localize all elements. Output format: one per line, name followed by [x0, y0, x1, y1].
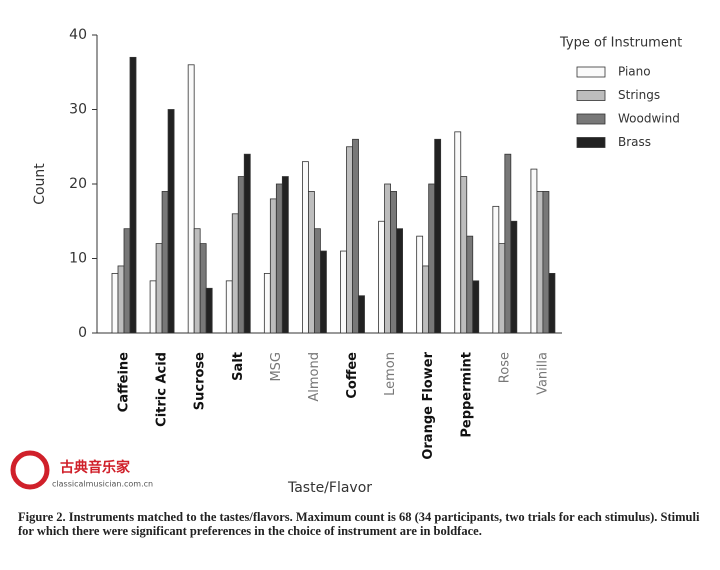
bar	[161, 191, 169, 334]
bar	[237, 176, 245, 334]
bar	[492, 205, 500, 334]
bar	[378, 220, 385, 334]
bar	[340, 250, 347, 334]
caption: Figure 2. Instruments matched to the tas…	[18, 510, 700, 538]
bar	[111, 272, 119, 334]
bar	[155, 243, 163, 334]
bar	[123, 228, 131, 334]
bar	[466, 235, 474, 334]
bar	[263, 272, 271, 334]
bar	[281, 176, 289, 334]
chart: Count Taste/Flavor Type of Instrument 古典…	[10, 27, 682, 496]
bar	[308, 191, 315, 334]
bar	[422, 265, 430, 334]
bar	[434, 138, 442, 334]
y-axis-label: Count	[32, 163, 48, 205]
bar	[302, 161, 309, 334]
bar	[225, 280, 233, 334]
legend-swatch	[576, 137, 606, 148]
bar	[243, 153, 251, 334]
bar	[346, 146, 353, 334]
legend-label: Piano	[618, 65, 651, 79]
legend-title: Type of Instrument	[559, 36, 682, 51]
x-axis-label: Taste/Flavor	[287, 480, 372, 496]
legend-label: Woodwind	[618, 112, 680, 126]
x-tick-label: Salt	[231, 352, 246, 381]
bar	[384, 183, 391, 334]
bar	[472, 280, 480, 334]
bar	[390, 191, 397, 334]
bar	[530, 168, 538, 334]
bar	[358, 295, 365, 334]
x-tick-label: MSG	[269, 352, 284, 382]
legend-label: Brass	[618, 135, 651, 149]
bar	[269, 198, 277, 334]
legend-label: Strings	[618, 88, 660, 102]
bar	[504, 153, 512, 334]
bar	[536, 191, 544, 334]
x-tick-label: Vanilla	[535, 352, 550, 395]
bar	[352, 138, 359, 334]
bar	[167, 109, 175, 334]
bar	[396, 228, 403, 334]
bar	[542, 191, 550, 334]
bar	[320, 250, 327, 334]
x-tick-label: Almond	[307, 352, 322, 402]
bar	[454, 131, 462, 334]
y-tick-label: 30	[69, 102, 87, 118]
bar	[548, 272, 556, 334]
bar	[129, 56, 137, 334]
bar	[275, 183, 283, 334]
bar	[416, 235, 424, 334]
bar	[193, 228, 201, 334]
legend-swatch	[576, 113, 606, 125]
bar	[205, 287, 213, 334]
bar	[510, 220, 518, 334]
y-tick-label: 10	[69, 251, 87, 267]
logo	[10, 450, 50, 490]
y-tick-label: 20	[69, 176, 87, 192]
bar	[314, 228, 321, 334]
y-tick-label: 40	[69, 27, 87, 43]
legend-swatch	[576, 66, 606, 78]
x-tick-label: Lemon	[383, 352, 398, 396]
legend-swatch	[576, 90, 606, 101]
bar	[231, 213, 239, 334]
bar	[149, 280, 157, 334]
x-tick-label: Caffeine	[117, 352, 132, 412]
x-tick-label: Orange Flower	[421, 351, 436, 459]
x-tick-label: Citric Acid	[155, 352, 170, 427]
x-tick-label: Sucrose	[193, 352, 208, 410]
watermark-name: 古典音乐家	[60, 459, 131, 476]
bar	[187, 64, 195, 334]
bar	[498, 243, 506, 334]
x-tick-label: Rose	[497, 352, 512, 383]
watermark-url: classicalmusician.com.cn	[52, 480, 153, 489]
bar	[428, 183, 436, 334]
bar	[117, 265, 125, 334]
x-tick-label: Peppermint	[459, 352, 474, 438]
bar	[460, 176, 468, 334]
bar	[199, 243, 207, 334]
x-tick-label: Coffee	[345, 352, 360, 399]
watermark: 古典音乐家 classicalmusician.com.cn	[10, 450, 153, 490]
y-tick-label: 0	[78, 325, 87, 341]
